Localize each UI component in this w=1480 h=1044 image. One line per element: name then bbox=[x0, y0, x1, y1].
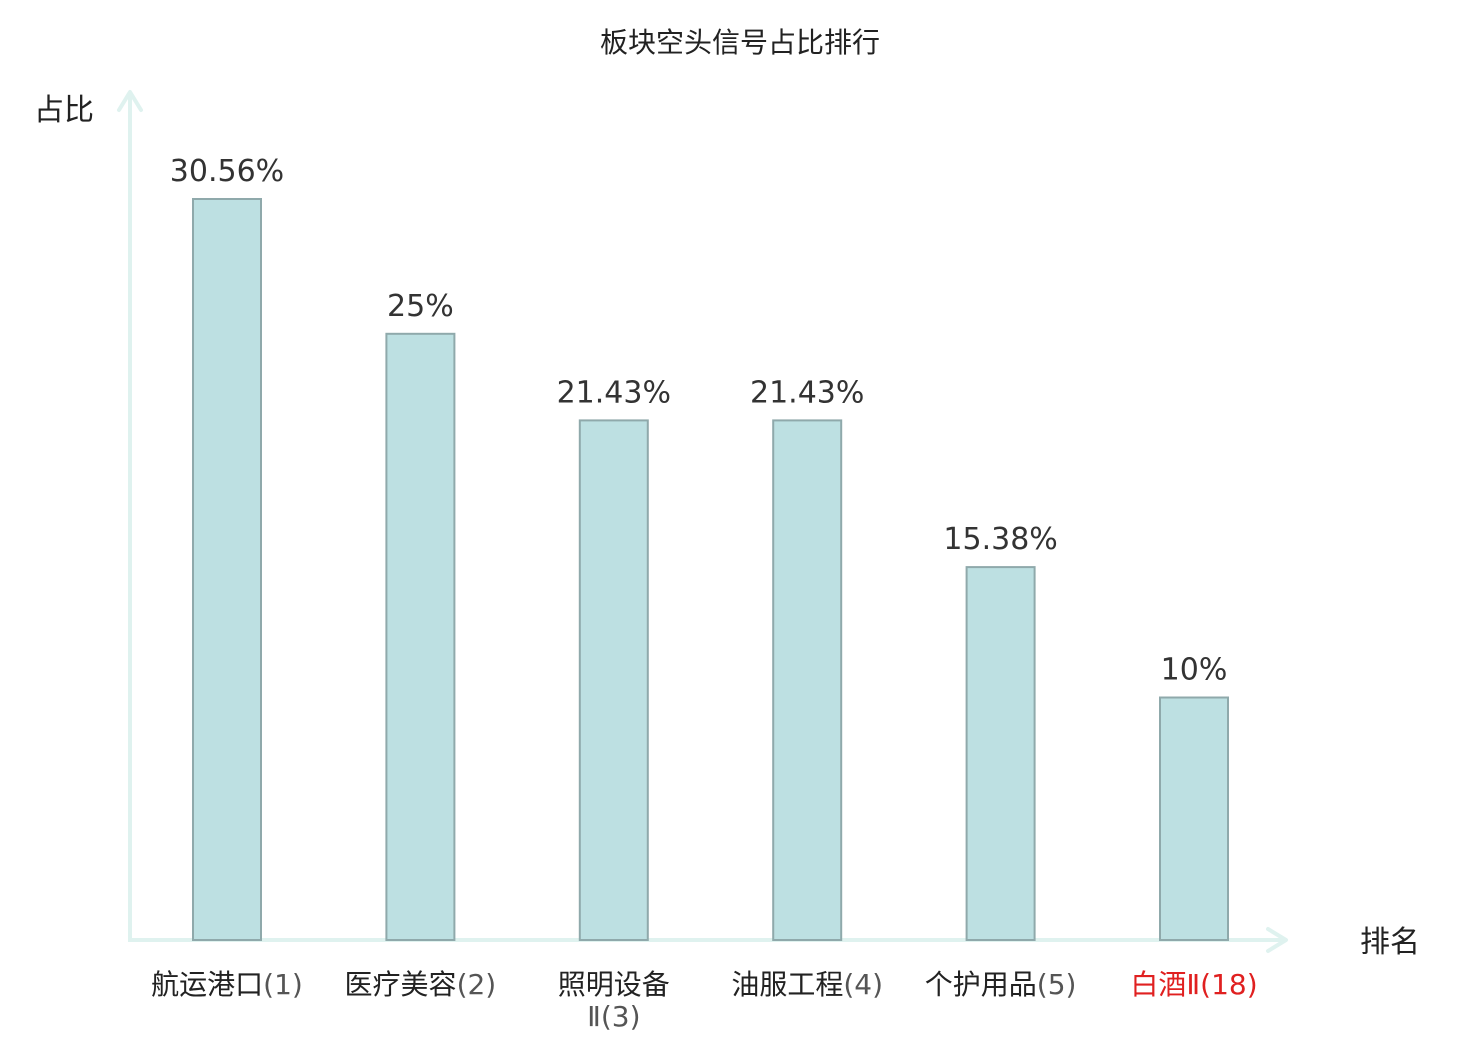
category-label: 白酒Ⅱ(18) bbox=[1130, 968, 1257, 1001]
value-label: 30.56% bbox=[170, 154, 284, 189]
category-label: 航运港口(1) bbox=[151, 968, 303, 1001]
bar bbox=[578, 419, 649, 941]
value-label: 10% bbox=[1161, 653, 1228, 688]
value-label: 21.43% bbox=[557, 375, 671, 410]
chart-title: 板块空头信号占比排行 bbox=[600, 26, 880, 59]
category-label: 医疗美容(2) bbox=[345, 968, 497, 1001]
y-axis-arrow bbox=[117, 90, 143, 112]
bar bbox=[192, 198, 262, 941]
category-label: 个护用品(5) bbox=[925, 968, 1077, 1001]
bar bbox=[385, 332, 456, 941]
y-axis-label: 占比 bbox=[34, 93, 94, 128]
value-label: 21.43% bbox=[750, 375, 864, 410]
category-label: 油服工程(4) bbox=[731, 968, 883, 1001]
bar bbox=[1159, 696, 1229, 941]
category-label: 照明设备 bbox=[558, 968, 670, 1001]
bar bbox=[965, 566, 1036, 941]
value-label: 15.38% bbox=[943, 522, 1057, 557]
value-label: 25% bbox=[387, 289, 454, 324]
bar bbox=[772, 419, 843, 941]
x-axis-label: 排名 bbox=[1360, 925, 1420, 960]
x-axis-arrow bbox=[1266, 927, 1288, 953]
category-label-line2: Ⅱ(3) bbox=[587, 1000, 640, 1033]
